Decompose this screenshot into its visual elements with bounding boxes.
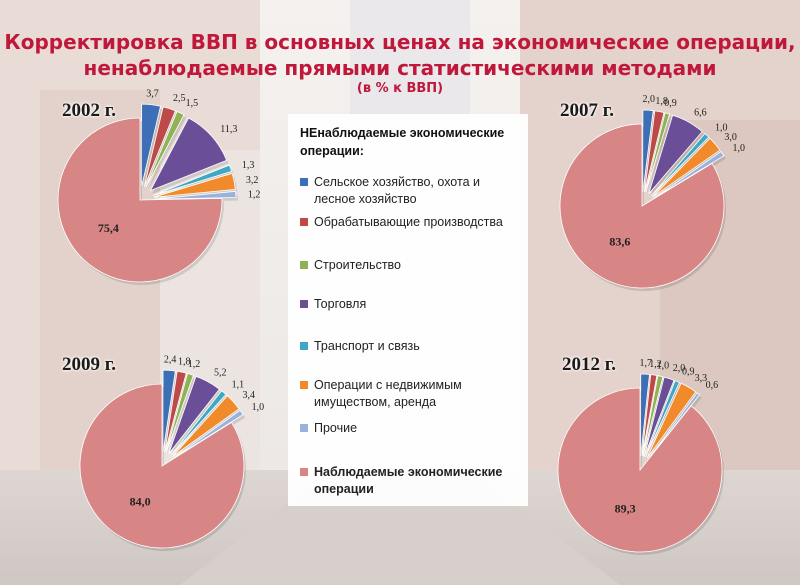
pie-2012-slice (640, 373, 650, 457)
pie-2007-slice (645, 112, 671, 193)
pie-2009-title: 2009 г. (62, 354, 116, 375)
pie-2007-data-label: 0,9 (664, 98, 677, 109)
pie-2009-slice (164, 370, 187, 453)
pie-2009-slice (79, 383, 245, 549)
legend-label: Операции с недвижимым имуществом, аренда (314, 378, 462, 409)
pie-2002-data-label: 3,2 (246, 175, 259, 186)
pie-2007-data-label: 1,0 (733, 143, 746, 154)
pie-2002-slice (57, 117, 223, 283)
pie-2012-data-label: 0,6 (706, 380, 719, 391)
pie-2002-slice (141, 103, 161, 187)
pie-2007-slice (559, 123, 725, 289)
legend-swatch (300, 218, 308, 226)
pie-2009-slice (172, 395, 240, 457)
pie-2007-data-label: 6,6 (694, 107, 707, 118)
legend-swatch (300, 424, 308, 432)
pie-2012-slice (641, 374, 658, 457)
pie-2007-data-label: 1,0 (715, 122, 728, 133)
pie-2012-group: 1,71,21,0 2,00,93,30,6 89,3 (557, 358, 724, 555)
pie-2007-slice (644, 110, 665, 193)
pie-2002-slice (145, 110, 185, 188)
pie-2009-slice (165, 372, 194, 453)
chart-units: (в % к ВВП) (356, 81, 444, 96)
pie-2002-data-label: 1,2 (248, 190, 260, 201)
legend-label: Сельское хозяйство, охота и лесное хозяй… (314, 175, 480, 206)
pie-2009-data-label: 1,0 (252, 402, 265, 413)
pie-2009-data-label: 1,2 (188, 359, 201, 370)
chart-title-line-2: ненаблюдаемые прямыми статистическими ме… (83, 56, 717, 80)
pie-2012-data-label: 2,0 (673, 363, 686, 374)
pie-2012-data-label: 3,3 (695, 373, 708, 384)
pie-2012-data-label: 89,3 (615, 502, 636, 516)
pie-2007-data-label: 2,0 (643, 94, 656, 105)
pie-2002-slice (143, 106, 176, 187)
pie-2012-slice (642, 375, 664, 457)
pie-2007-data-label: 83,6 (609, 234, 630, 248)
pie-2009-slice (168, 375, 220, 454)
pie-2009-slice (170, 390, 227, 456)
pie-2007-group: 2,0 1,80,9 6,6 1,03,01,0 83,6 (559, 94, 746, 291)
pie-2009-data-label: 84,0 (130, 494, 151, 508)
pie-2002-slice (153, 172, 236, 198)
legend-label: Наблюдаемые экономические операции (314, 465, 503, 496)
pie-2012-slice (645, 380, 680, 458)
pie-2002-data-label: 75,4 (98, 221, 119, 235)
pie-2012-data-label: 1,0 (657, 360, 670, 371)
pie-2002-data-label: 2,5 (173, 93, 186, 104)
legend-swatch (300, 381, 308, 389)
legend-title: НЕнаблюдаемые экономические операции: (300, 126, 505, 158)
pie-2002-data-label: 11,3 (220, 124, 237, 135)
legend-swatch (300, 468, 308, 476)
pie-2007-slice (648, 114, 703, 194)
pie-2012-slice (646, 382, 697, 459)
pie-2012-slice (648, 392, 701, 460)
pie-2012-slice (643, 376, 675, 457)
pie-2002-group: 3,7 2,5 1,5 11,3 1,3 3,2 1,2 75,4 (57, 89, 260, 286)
pie-2002-slice-shadow (147, 114, 187, 191)
pie-2012-data-label: 0,9 (682, 366, 695, 377)
pie-2002-data-label: 1,5 (186, 98, 199, 109)
pie-2009-data-label: 1,1 (232, 379, 245, 390)
pie-2002-slice (149, 117, 228, 192)
pie-2007-slice (652, 137, 721, 198)
chart-title-line-1: Корректировка ВВП в основных ценах на эк… (4, 30, 796, 54)
legend-swatch (300, 342, 308, 350)
legend-label: Торговля (314, 297, 367, 311)
pie-2002-slice (153, 164, 233, 196)
pie-2007-slice (642, 109, 654, 193)
legend: НЕнаблюдаемые экономические операции: Се… (288, 114, 528, 506)
legend-swatch (300, 178, 308, 186)
pie-2007-slice-shadow (647, 115, 672, 196)
pie-2002-data-label: 1,3 (242, 160, 255, 171)
pie-2009-slice (162, 369, 176, 453)
pie-2009-data-label: 5,2 (214, 367, 227, 378)
legend-label: Обрабатывающие производства (314, 215, 503, 229)
pie-2002-title: 2002 г. (62, 100, 116, 121)
legend-label: Транспорт и связь (314, 339, 420, 353)
pie-2012-data-label: 1,2 (649, 359, 662, 370)
pie-2007-data-label: 3,0 (724, 132, 737, 143)
pie-2007-slice (653, 150, 725, 199)
legend-label: Прочие (314, 421, 358, 435)
pie-2012-slice (557, 387, 723, 553)
pie-2009-data-label: 1,8 (178, 356, 191, 367)
pie-2002-slice (153, 190, 237, 200)
pie-2012-title: 2012 г. (562, 354, 616, 375)
legend-label: Строительство (314, 258, 401, 272)
pie-2007-data-label: 1,8 (655, 96, 668, 107)
pie-2007-title: 2007 г. (560, 100, 614, 121)
pie-2009-slice (173, 409, 244, 459)
legend-swatch (300, 261, 308, 269)
pie-2009-data-label: 3,4 (243, 390, 256, 401)
pie-2002-data-label: 3,7 (146, 89, 159, 100)
legend-swatch (300, 300, 308, 308)
pie-2007-slice (651, 132, 710, 196)
pie-2009-group: 2,4 1,81,2 5,2 1,13,41,0 84,0 (79, 354, 265, 551)
pie-2009-data-label: 2,4 (164, 354, 177, 365)
pie-2012-data-label: 1,7 (640, 358, 653, 369)
